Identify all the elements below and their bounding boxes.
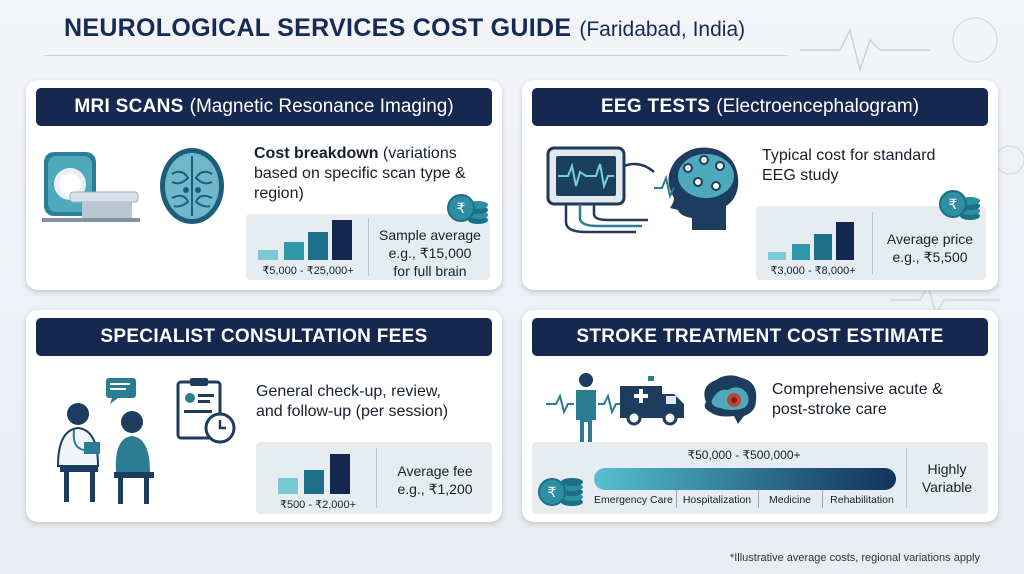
eeg-title: EEG TESTS (600, 96, 711, 117)
stroke-cost-gradient-bar (594, 468, 896, 490)
consultation-average-label: Average fee (397, 463, 473, 479)
mri-description-lead: Cost breakdown (254, 145, 379, 162)
eeg-bar-2 (792, 244, 810, 260)
eeg-subtitle: (Electroencephalogram) (716, 96, 920, 117)
consultation-card: SPECIALIST CONSULTATION FEES General che… (26, 310, 502, 522)
patient-pulse-icon (546, 373, 626, 448)
stroke-stage-divider-3 (822, 490, 823, 508)
eeg-description: Typical cost for standard EEG study (762, 146, 982, 186)
mri-average-label: Sample average (379, 227, 481, 243)
consultation-description: General check-up, review, and follow-up … (256, 382, 496, 422)
eeg-description-line2: EEG study (762, 167, 839, 184)
eeg-bar-4 (836, 222, 854, 260)
eeg-bar-1 (768, 252, 786, 260)
consultation-bar-1 (278, 478, 298, 494)
eeg-average-value: e.g., ₹5,500 (892, 249, 968, 265)
svg-text:₹: ₹ (548, 485, 557, 501)
stroke-stage-divider-1 (676, 490, 677, 508)
consultation-panel-divider (376, 448, 377, 508)
mri-range: ₹5,000 - ₹25,000+ (262, 265, 354, 277)
consultation-cost-panel: ₹500 - ₹2,000+ Average fee e.g., ₹1,200 (256, 442, 492, 514)
mri-card-header: MRI SCANS (Magnetic Resonance Imaging) (36, 88, 492, 126)
consultation-description-line2: and follow-up (per session) (256, 403, 449, 420)
eeg-panel-divider (872, 212, 873, 274)
mri-bar-2 (284, 242, 304, 260)
stroke-stage-hospitalization: Hospitalization (682, 494, 752, 506)
page-title-location: (Faridabad, India) (579, 18, 746, 41)
mri-bar-4 (332, 220, 352, 260)
footnote: *Illustrative average costs, regional va… (729, 552, 980, 564)
rupee-coins-icon: ₹ (447, 194, 488, 224)
consultation-range: ₹500 - ₹2,000+ (279, 499, 357, 511)
mri-bar-3 (308, 232, 328, 260)
mri-description-detail: (variations based on specific scan type … (254, 145, 466, 202)
mri-machine-icon (42, 152, 140, 222)
consultation-bar-2 (304, 470, 324, 494)
title-divider (44, 55, 788, 56)
stroke-panel-divider (906, 448, 907, 508)
consultation-title: SPECIALIST CONSULTATION FEES (100, 326, 428, 347)
stroke-description: Comprehensive acute & post-stroke care (772, 380, 992, 420)
eeg-average: Average price e.g., ₹5,500 (876, 230, 984, 266)
mri-description: Cost breakdown (variations based on spec… (254, 144, 494, 204)
page-title-main: NEUROLOGICAL SERVICES COST GUIDE (64, 14, 572, 42)
rupee-coins-icon: ₹ (939, 190, 980, 220)
brain-stroke-icon (704, 375, 757, 424)
doctor-patient-icon (56, 378, 154, 504)
eeg-card: EEG TESTS (Electroencephalogram) Typical… (522, 80, 998, 290)
page-title: NEUROLOGICAL SERVICES COST GUIDE (Farida… (64, 14, 745, 48)
appointment-clipboard-icon (176, 378, 236, 444)
brain-scan-icon (160, 148, 224, 224)
stroke-card-header: STROKE TREATMENT COST ESTIMATE (532, 318, 988, 356)
stroke-cost-panel: ₹50,000 - ₹500,000+ Emergency Care Hospi… (532, 442, 988, 514)
stroke-stage-medicine: Medicine (768, 494, 812, 506)
eeg-card-header: EEG TESTS (Electroencephalogram) (532, 88, 988, 126)
eeg-bar-3 (814, 234, 832, 260)
stroke-variability-line1: Highly (927, 461, 967, 477)
consultation-average: Average fee e.g., ₹1,200 (380, 462, 490, 498)
stroke-stage-divider-2 (758, 490, 759, 508)
eeg-average-label: Average price (886, 231, 974, 247)
mri-cost-panel: ₹5,000 - ₹25,000+ Sample average e.g., ₹… (246, 214, 490, 280)
svg-text:₹: ₹ (949, 197, 958, 213)
mri-subtitle: (Magnetic Resonance Imaging) (189, 96, 454, 117)
stroke-description-line1: Comprehensive acute & (772, 381, 943, 398)
ambulance-icon (620, 376, 684, 426)
rupee-coins-icon: ₹ (538, 478, 583, 506)
page-header: NEUROLOGICAL SERVICES COST GUIDE (Farida… (0, 0, 1024, 60)
mri-panel-divider (368, 218, 369, 276)
stroke-card: STROKE TREATMENT COST ESTIMATE Comprehen… (522, 310, 998, 522)
mri-bar-1 (258, 250, 278, 260)
stroke-stage-emergency: Emergency Care (594, 494, 673, 506)
mri-title: MRI SCANS (74, 96, 184, 117)
eeg-range: ₹3,000 - ₹8,000+ (770, 265, 856, 277)
consultation-description-line1: General check-up, review, (256, 383, 441, 400)
stroke-description-line2: post-stroke care (772, 401, 887, 418)
consultation-card-header: SPECIALIST CONSULTATION FEES (36, 318, 492, 356)
eeg-description-line1: Typical cost for standard (762, 147, 936, 164)
svg-text:₹: ₹ (457, 201, 466, 217)
eeg-monitor-icon (546, 146, 655, 234)
stroke-range: ₹50,000 - ₹500,000+ (687, 448, 801, 462)
mri-average: Sample average e.g., ₹15,000 for full br… (372, 226, 488, 280)
stroke-title: STROKE TREATMENT COST ESTIMATE (576, 326, 944, 347)
mri-average-value: e.g., ₹15,000 (388, 245, 472, 261)
consultation-average-value: e.g., ₹1,200 (397, 481, 473, 497)
eeg-cost-panel: ₹3,000 - ₹8,000+ Average price e.g., ₹5,… (756, 206, 986, 280)
head-electrodes-icon (654, 147, 739, 230)
stroke-variability: Highly Variable (908, 460, 986, 496)
consultation-bar-3 (330, 454, 350, 494)
stroke-variability-line2: Variable (921, 479, 973, 495)
stroke-stage-rehabilitation: Rehabilitation (830, 494, 894, 506)
mri-card: MRI SCANS (Magnetic Resonance Imaging) C… (26, 80, 502, 290)
mri-average-note: for full brain (393, 263, 467, 279)
